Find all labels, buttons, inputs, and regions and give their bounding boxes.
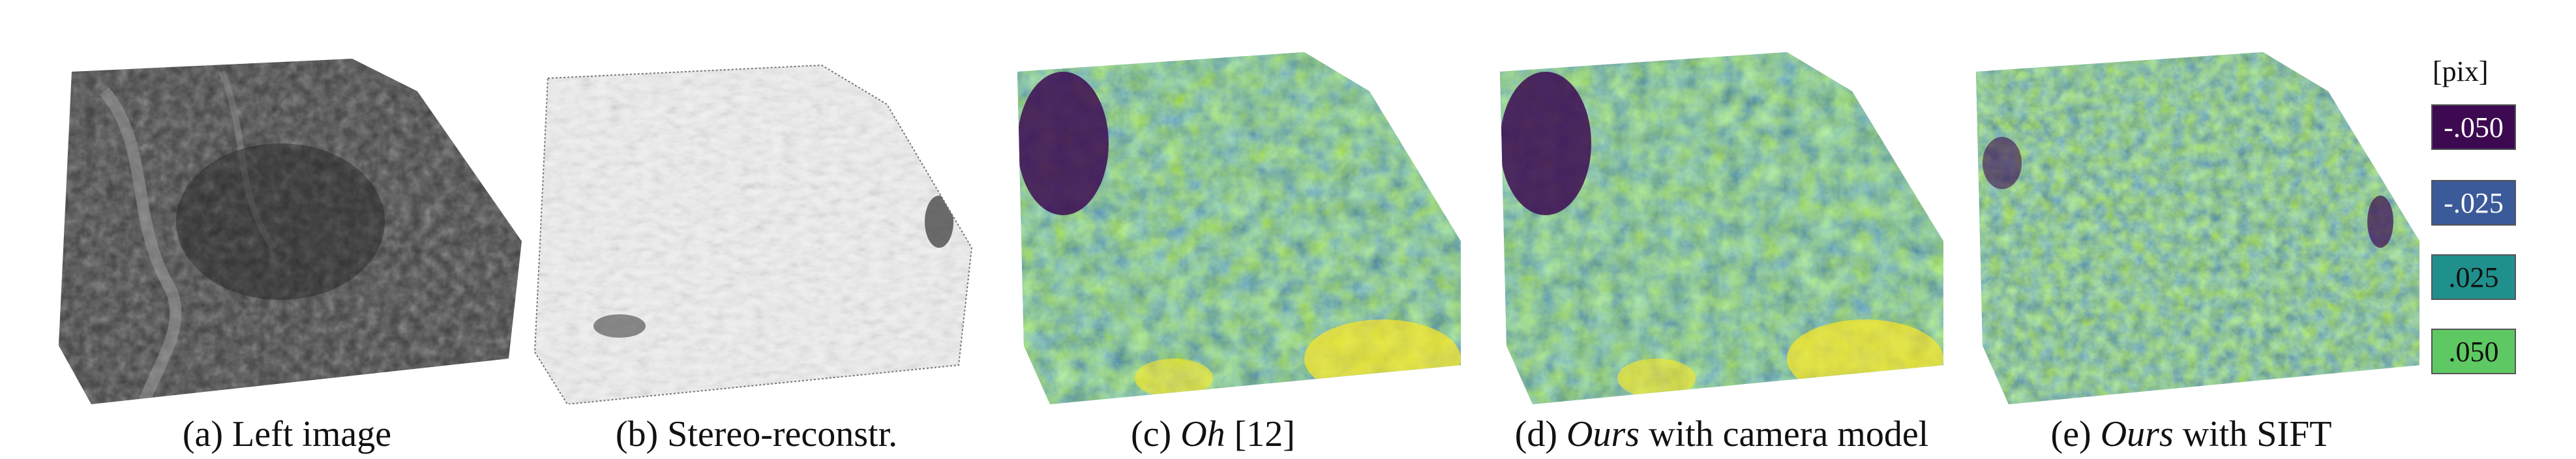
oh-error-map-graphic	[1017, 52, 1461, 404]
panel-ours-camera-model-error-map	[1500, 52, 1943, 404]
legend-swatch-025: .025	[2431, 254, 2516, 300]
caption-ours-sift: (e) Ours with SIFT	[2050, 414, 2332, 454]
legend-swatch-neg-050: -.050	[2431, 104, 2516, 150]
legend-swatch-050: .050	[2431, 329, 2516, 374]
caption-left-image: (a) Left image	[182, 414, 392, 454]
legend-swatch-neg-025: -.025	[2431, 180, 2516, 226]
panel-stereo-reconstruction	[522, 52, 978, 404]
panel-left-image	[52, 52, 522, 404]
stereo-reconstruction-graphic	[533, 64, 973, 404]
panel-oh-error-map	[1017, 52, 1461, 404]
legend-unit-label: [pix]	[2433, 55, 2489, 87]
ours-sift-error-map-graphic	[1976, 52, 2419, 404]
caption-ours-camera-model: (d) Ours with camera model	[1514, 414, 1929, 454]
panel-ours-sift-error-map	[1976, 52, 2419, 404]
ours-camera-model-error-map-graphic	[1500, 52, 1943, 404]
caption-oh-error-map: (c) Oh [12]	[1131, 414, 1295, 454]
left-image-graphic	[59, 59, 522, 404]
caption-stereo-reconstruction: (b) Stereo-reconstr.	[615, 414, 898, 454]
